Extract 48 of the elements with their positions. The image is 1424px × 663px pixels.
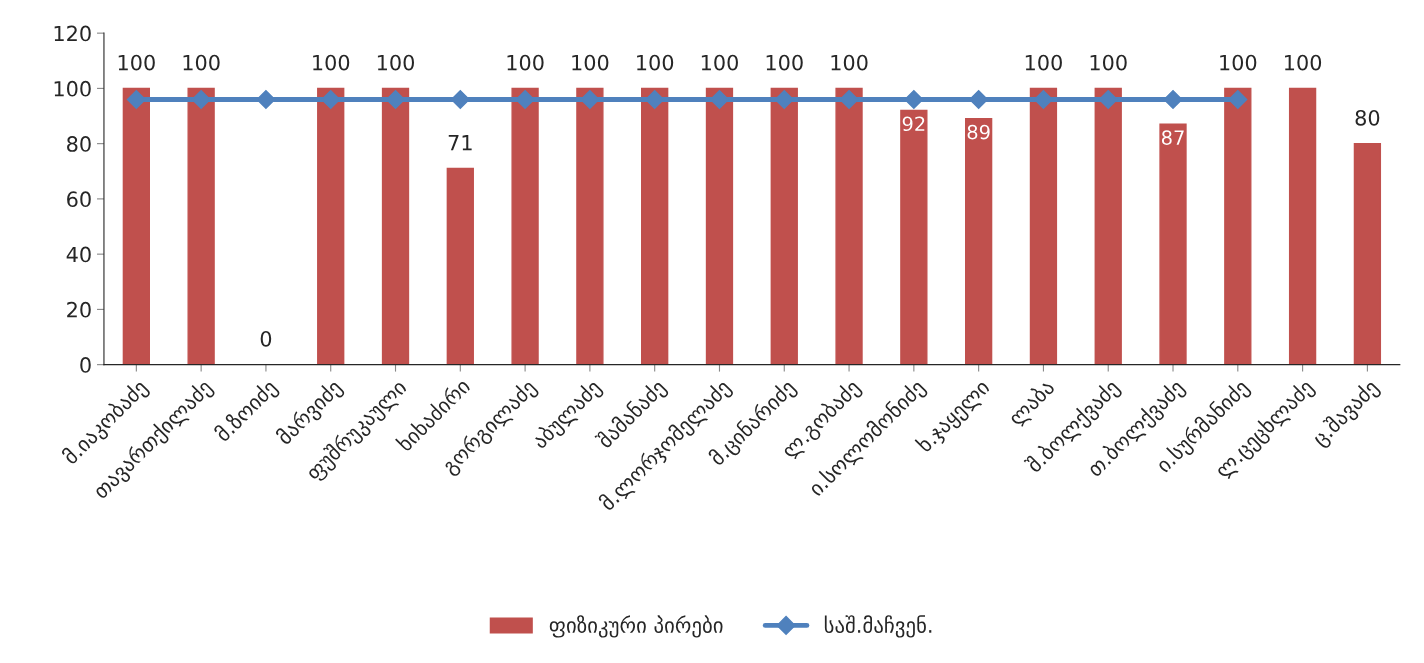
bar (446, 167, 474, 365)
bar (576, 87, 604, 365)
bar (187, 87, 215, 365)
data-label: 100 (831, 54, 868, 71)
data-label: 87 (1161, 130, 1184, 145)
data-label: 100 (507, 54, 544, 71)
data-label: 100 (766, 54, 803, 71)
data-label: 0 (260, 330, 272, 347)
y-tick-label: 60 (67, 191, 91, 208)
bar (1224, 87, 1252, 365)
y-tick-label: 0 (80, 357, 91, 373)
bar (705, 87, 734, 365)
data-label: 100 (1285, 54, 1322, 71)
data-label: 100 (1025, 54, 1062, 71)
data-label: 89 (967, 124, 990, 140)
y-tick-label: 80 (67, 136, 91, 152)
data-label: 100 (313, 54, 350, 71)
bar (770, 87, 798, 365)
data-label: 100 (701, 54, 738, 71)
legend-label: საშ.მაჩვენ. (824, 615, 932, 638)
bar (641, 87, 669, 365)
data-label: 100 (1220, 54, 1257, 71)
bar (900, 109, 928, 365)
y-tick-label: 40 (66, 246, 91, 263)
y-tick-label: 20 (67, 301, 91, 318)
data-label: 100 (118, 54, 155, 71)
data-label: 80 (1355, 109, 1380, 126)
data-label: 92 (902, 116, 925, 132)
bar (317, 87, 345, 365)
bar (511, 87, 539, 365)
bar (1094, 87, 1122, 365)
bar (964, 118, 993, 365)
data-label: 100 (377, 54, 415, 71)
bar (1288, 87, 1317, 365)
bar (1029, 87, 1058, 365)
data-label: 100 (637, 54, 674, 71)
bar (1353, 142, 1382, 365)
data-label: 71 (448, 135, 472, 151)
data-label: 100 (1090, 54, 1127, 71)
bar (1159, 123, 1187, 365)
data-label: 100 (183, 54, 220, 71)
legend-label: ფიზიკური პირები (549, 615, 723, 638)
y-tick-label: 100 (54, 80, 91, 97)
y-tick-label: 120 (54, 25, 91, 42)
bar (381, 87, 410, 365)
data-label: 100 (572, 54, 609, 71)
bar (835, 87, 863, 365)
bar (122, 87, 151, 365)
